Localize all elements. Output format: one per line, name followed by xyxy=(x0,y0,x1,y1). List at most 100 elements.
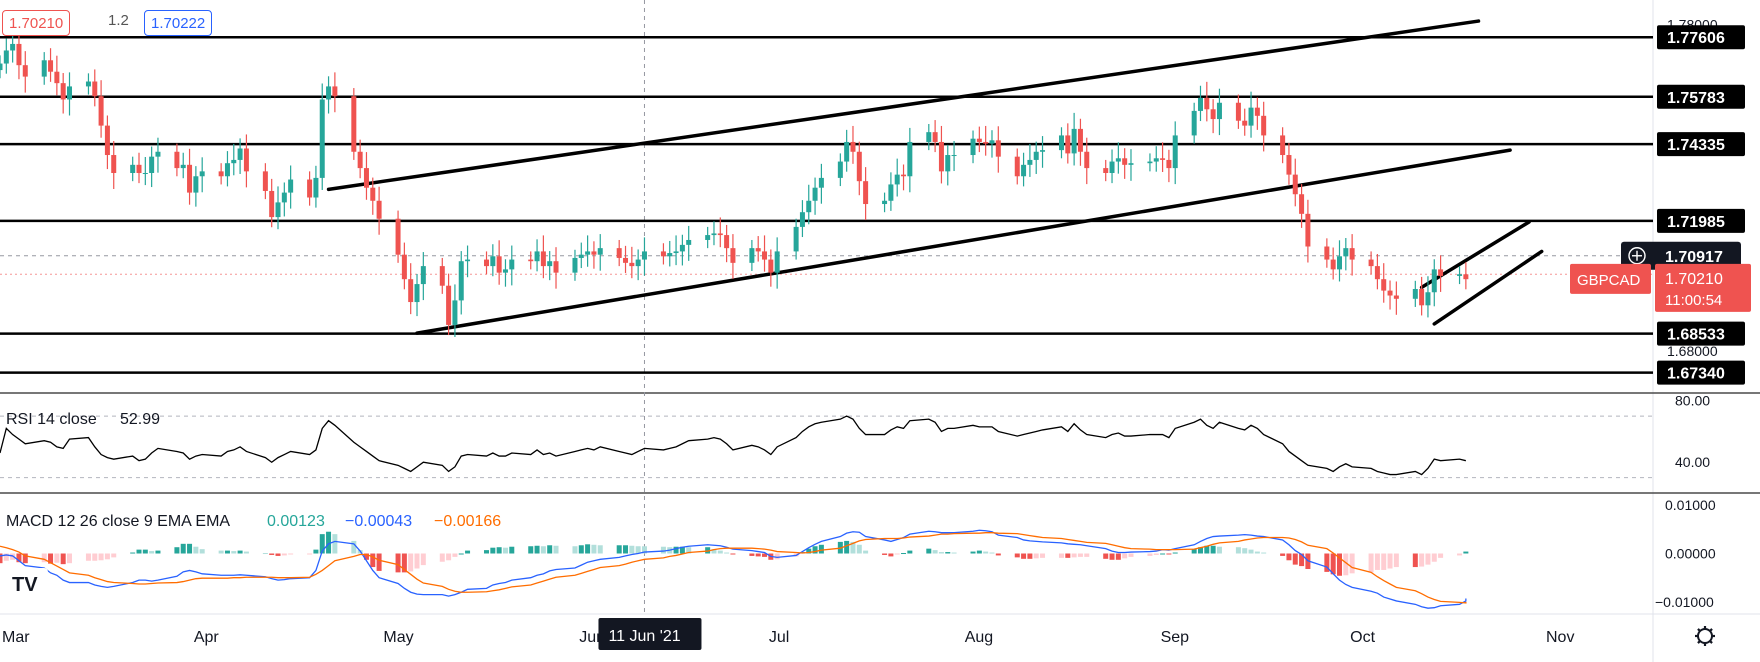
macd-histogram-bar xyxy=(951,552,957,554)
macd-histogram-bar xyxy=(142,549,148,554)
candle-body xyxy=(995,140,1001,157)
macd-histogram-bar xyxy=(446,553,452,561)
macd-histogram-bar xyxy=(193,546,199,554)
buy-price-box[interactable]: 1.70222 xyxy=(144,10,213,36)
candle-body xyxy=(1084,151,1090,169)
macd-histogram-bar xyxy=(1286,553,1292,561)
candle-body xyxy=(243,148,249,172)
macd-histogram-bar xyxy=(534,545,540,554)
candle-body xyxy=(1160,158,1166,160)
candle-body xyxy=(104,125,110,156)
macd-histogram-bar xyxy=(262,553,268,555)
candle-body xyxy=(894,174,900,185)
macd-histogram-bar xyxy=(623,545,629,554)
candle-body xyxy=(484,259,490,267)
candle-body xyxy=(446,285,452,325)
candle-body xyxy=(237,148,243,160)
macd-histogram-bar xyxy=(22,553,28,564)
macd-histogram-bar xyxy=(945,552,951,554)
time-axis-label: Aug xyxy=(965,629,993,646)
candle-body xyxy=(907,141,913,177)
candle-body xyxy=(408,279,414,303)
trendline-channel-bottom xyxy=(415,148,1512,335)
candle-body xyxy=(1330,259,1336,270)
candle-body xyxy=(1393,295,1399,299)
macd-histogram-bar xyxy=(730,553,736,555)
candle-body xyxy=(351,96,357,152)
macd-histogram-bar xyxy=(850,541,856,554)
candle-body xyxy=(635,259,641,267)
rsi-value: 52.99 xyxy=(120,411,160,428)
macd-histogram-bar xyxy=(395,553,401,573)
candle-body xyxy=(762,251,768,260)
candle-body xyxy=(319,99,325,178)
time-axis-label: Mar xyxy=(2,629,30,646)
candle-body xyxy=(572,257,578,273)
macd-histogram-bar xyxy=(1014,553,1020,558)
candle-body xyxy=(597,248,603,255)
candle-body xyxy=(1305,213,1311,247)
macd-histogram-bar xyxy=(180,543,186,554)
candle-body xyxy=(1457,274,1463,276)
sell-price-box[interactable]: 1.70210 xyxy=(2,10,71,36)
macd-histogram-bar xyxy=(572,546,578,554)
candle-body xyxy=(686,239,692,245)
macd-histogram-bar xyxy=(1393,553,1399,568)
macd-histogram-bar xyxy=(509,546,515,554)
macd-histogram-bar xyxy=(41,553,47,563)
macd-histogram-bar xyxy=(149,551,155,554)
candle-body xyxy=(616,248,622,258)
macd-histogram-bar xyxy=(452,553,458,557)
candle-body xyxy=(641,251,647,260)
candle-body xyxy=(149,156,155,173)
macd-hist-value: 0.00123 xyxy=(267,513,325,530)
candle-body xyxy=(534,251,540,262)
macd-histogram-bar xyxy=(717,550,723,554)
level-label: 1.68533 xyxy=(1667,327,1725,344)
candle-body xyxy=(623,257,629,263)
macd-histogram-bar xyxy=(490,547,496,554)
candle-body xyxy=(420,266,426,285)
candle-body xyxy=(326,86,332,100)
macd-histogram-bar xyxy=(585,544,591,554)
candle-body xyxy=(85,81,91,87)
candle-body xyxy=(673,251,679,254)
rsi-axis-tick: 80.00 xyxy=(1675,393,1710,409)
macd-histogram-bar xyxy=(1419,553,1425,567)
candle-body xyxy=(1210,109,1216,120)
macd-histogram-bar xyxy=(1210,545,1216,554)
candle-body xyxy=(540,251,546,267)
macd-histogram-bar xyxy=(1115,553,1121,560)
macd-histogram-bar xyxy=(288,553,294,555)
candle-body xyxy=(376,200,382,219)
macd-histogram-bar xyxy=(326,531,332,554)
macd-histogram-bar xyxy=(1235,547,1241,554)
candle-body xyxy=(224,163,230,177)
candle-body xyxy=(1204,97,1210,110)
macd-histogram-bar xyxy=(989,552,995,554)
macd-histogram-bar xyxy=(1166,553,1172,555)
macd-histogram-bar xyxy=(1336,553,1342,576)
macd-histogram-bar xyxy=(414,553,420,569)
macd-histogram-bar xyxy=(111,553,117,558)
candle-body xyxy=(932,132,938,142)
macd-label: MACD 12 26 close 9 EMA EMA xyxy=(6,513,230,530)
candle-body xyxy=(92,81,98,97)
candle-body xyxy=(1027,159,1033,165)
candle-body xyxy=(1292,174,1298,195)
macd-histogram-bar xyxy=(762,553,768,557)
macd-histogram-bar xyxy=(1330,553,1336,575)
macd-histogram-bar xyxy=(1197,547,1203,554)
candle-body xyxy=(1014,156,1020,177)
candle-body xyxy=(502,269,508,273)
candle-body xyxy=(1324,246,1330,260)
candle-body xyxy=(1343,248,1349,257)
macd-histogram-bar xyxy=(98,553,104,561)
macd-histogram-bar xyxy=(901,553,907,555)
tradingview-logo-icon: TV xyxy=(8,568,48,598)
last-price: 1.70210 xyxy=(1665,271,1723,288)
macd-signal-value: −0.00166 xyxy=(434,513,501,530)
macd-signal-line xyxy=(0,532,1467,604)
macd-histogram-bar xyxy=(844,540,850,554)
